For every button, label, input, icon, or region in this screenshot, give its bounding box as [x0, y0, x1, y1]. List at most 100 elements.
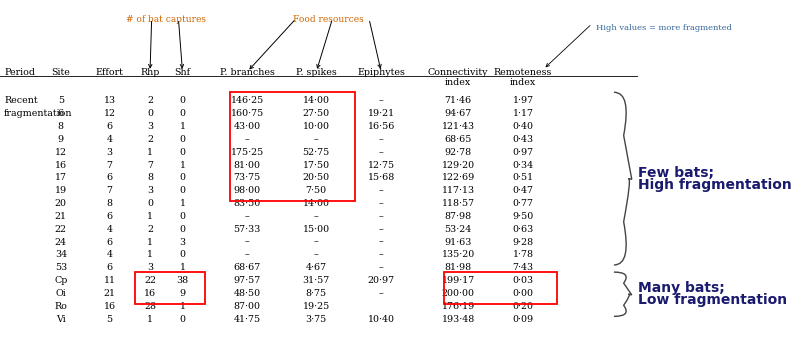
Text: 200·00: 200·00	[442, 289, 474, 298]
Text: 122·69: 122·69	[442, 173, 474, 183]
Text: 1: 1	[147, 212, 153, 221]
Text: 20·50: 20·50	[303, 173, 330, 183]
Text: 91·63: 91·63	[444, 238, 472, 247]
Text: 0·09: 0·09	[513, 315, 534, 324]
Text: 9: 9	[179, 289, 186, 298]
Text: 73·75: 73·75	[234, 173, 261, 183]
Text: Period: Period	[4, 68, 35, 77]
Text: 83·50: 83·50	[234, 199, 261, 208]
Text: 6: 6	[58, 109, 64, 118]
Text: 21: 21	[55, 212, 67, 221]
Text: 175·25: 175·25	[231, 148, 264, 157]
Text: 6: 6	[106, 122, 113, 131]
Text: 6: 6	[106, 263, 113, 272]
Text: 1: 1	[179, 161, 186, 170]
Text: 16: 16	[55, 161, 67, 170]
Text: 22: 22	[144, 276, 156, 285]
Text: 11: 11	[104, 276, 115, 285]
Text: 15·00: 15·00	[303, 225, 330, 234]
Text: 0: 0	[179, 148, 186, 157]
Text: High values = more fragmented: High values = more fragmented	[596, 24, 732, 32]
Text: –: –	[379, 148, 384, 157]
Text: 4: 4	[106, 250, 113, 260]
Text: 1: 1	[179, 302, 186, 311]
Text: 8: 8	[58, 122, 64, 131]
Text: 7·43: 7·43	[513, 263, 534, 272]
Text: 8: 8	[106, 199, 113, 208]
Text: 10·00: 10·00	[303, 122, 330, 131]
Text: –: –	[379, 250, 384, 260]
Text: 20·97: 20·97	[367, 276, 395, 285]
Text: 1: 1	[147, 238, 153, 247]
Text: 0·77: 0·77	[513, 199, 534, 208]
Text: 1: 1	[147, 250, 153, 260]
Text: P. spikes: P. spikes	[296, 68, 337, 77]
Text: 8·75: 8·75	[306, 289, 327, 298]
Text: –: –	[379, 225, 384, 234]
Text: 31·57: 31·57	[303, 276, 330, 285]
Text: –: –	[245, 212, 250, 221]
Text: –: –	[379, 135, 384, 144]
Text: 0: 0	[179, 212, 186, 221]
Text: 98·00: 98·00	[234, 186, 261, 195]
Text: 13: 13	[104, 96, 115, 105]
Text: –: –	[314, 250, 319, 260]
Text: –: –	[314, 238, 319, 247]
Text: 0: 0	[179, 250, 186, 260]
Text: 2: 2	[147, 96, 153, 105]
Text: Epiphytes: Epiphytes	[357, 68, 406, 77]
Text: –: –	[379, 263, 384, 272]
Text: 0: 0	[147, 199, 153, 208]
Text: 28: 28	[144, 302, 156, 311]
Text: 176·19: 176·19	[442, 302, 474, 311]
Text: 53·24: 53·24	[444, 225, 472, 234]
Text: 43·00: 43·00	[234, 122, 261, 131]
Text: –: –	[379, 96, 384, 105]
Text: 16: 16	[104, 302, 115, 311]
Text: fragmentation: fragmentation	[4, 109, 72, 118]
Text: 34: 34	[55, 250, 67, 260]
Text: –: –	[245, 238, 250, 247]
Text: 0: 0	[179, 315, 186, 324]
Text: 71·46: 71·46	[444, 96, 472, 105]
Text: 3: 3	[147, 263, 153, 272]
Text: 160·75: 160·75	[231, 109, 264, 118]
Text: 8: 8	[147, 173, 153, 183]
Text: 0: 0	[179, 96, 186, 105]
Text: –: –	[314, 135, 319, 144]
Text: 1: 1	[147, 315, 153, 324]
Text: 135·20: 135·20	[442, 250, 474, 260]
Text: 16: 16	[144, 289, 156, 298]
Text: 3: 3	[147, 186, 153, 195]
Text: 1·97: 1·97	[513, 96, 534, 105]
Text: Shf: Shf	[174, 68, 191, 77]
Text: 199·17: 199·17	[442, 276, 474, 285]
Text: 4·67: 4·67	[306, 263, 327, 272]
Text: 0·00: 0·00	[513, 289, 534, 298]
Text: 0·34: 0·34	[513, 161, 534, 170]
Text: 0: 0	[147, 109, 153, 118]
Text: –: –	[245, 250, 250, 260]
Text: 129·20: 129·20	[442, 161, 474, 170]
Text: 5: 5	[106, 315, 113, 324]
Text: 1: 1	[179, 263, 186, 272]
Text: Oi: Oi	[55, 289, 67, 298]
Text: 0: 0	[179, 173, 186, 183]
Text: 38: 38	[177, 276, 188, 285]
Text: –: –	[314, 212, 319, 221]
Text: 0·40: 0·40	[513, 122, 534, 131]
Text: 17: 17	[55, 173, 67, 183]
Text: 4: 4	[106, 135, 113, 144]
Text: 81·00: 81·00	[234, 161, 261, 170]
Text: 12: 12	[55, 148, 67, 157]
Text: 3·75: 3·75	[306, 315, 327, 324]
Text: –: –	[379, 289, 384, 298]
Text: 1·78: 1·78	[513, 250, 534, 260]
Text: 0: 0	[179, 225, 186, 234]
Text: 4: 4	[106, 225, 113, 234]
Text: Site: Site	[51, 68, 71, 77]
Text: 3: 3	[147, 122, 153, 131]
Text: 24: 24	[55, 238, 67, 247]
Text: 1·17: 1·17	[513, 109, 534, 118]
Text: 193·48: 193·48	[442, 315, 474, 324]
